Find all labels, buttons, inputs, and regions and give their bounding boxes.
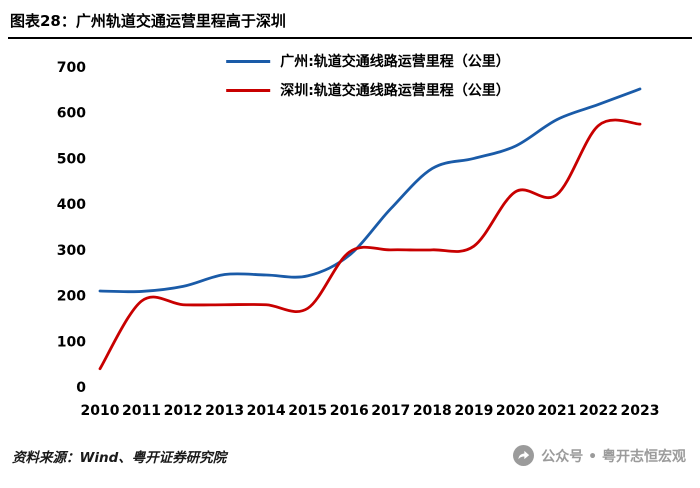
x-tick-label: 2022 [579, 403, 618, 419]
x-tick-label: 2015 [288, 403, 327, 419]
y-tick-label: 700 [57, 60, 86, 76]
legend-item-shenzhen: 深圳:轨道交通线路运营里程（公里） [226, 80, 510, 100]
figure-title-text: 图表28：广州轨道交通运营里程高于深圳 [10, 12, 286, 30]
y-tick-label: 600 [57, 106, 86, 122]
title-divider [8, 37, 692, 39]
x-tick-label: 2018 [413, 403, 452, 419]
y-tick-label: 400 [57, 197, 86, 213]
x-tick-label: 2016 [330, 403, 369, 419]
legend-label-shenzhen: 深圳:轨道交通线路运营里程（公里） [280, 83, 510, 99]
x-tick-label: 2013 [205, 403, 244, 419]
guangzhou-line-swatch [226, 59, 271, 63]
share-icon [513, 445, 535, 466]
x-tick-label: 2023 [621, 403, 660, 419]
series-line-shenzhen [98, 118, 642, 371]
wechat-account-label: 公众号 • 粤开志恒宏观 [541, 448, 686, 465]
x-tick-label: 2020 [496, 403, 535, 419]
figure-footer: 资料来源：Wind、粤开证券研究院 公众号 • 粤开志恒宏观 [0, 433, 700, 466]
x-tick-label: 2014 [247, 403, 286, 419]
x-tick-label: 2012 [164, 403, 203, 419]
y-tick-label: 300 [57, 243, 86, 259]
x-tick-label: 2011 [122, 403, 161, 419]
y-tick-label: 100 [57, 334, 86, 350]
x-tick-label: 2021 [537, 403, 576, 419]
chart-legend: 广州:轨道交通线路运营里程（公里） 深圳:轨道交通线路运营里程（公里） [226, 51, 510, 100]
x-tick-label: 2019 [454, 403, 493, 419]
line-chart: 0 100 200 300 400 500 600 700 2010 2011 2012 2013 20… [0, 43, 700, 433]
x-tick-label: 2017 [371, 403, 410, 419]
legend-label-guangzhou: 广州:轨道交通线路运营里程（公里） [280, 54, 510, 70]
y-tick-label: 500 [57, 151, 86, 167]
series-line-guangzhou [98, 87, 642, 294]
page-title: 图表28：广州轨道交通运营里程高于深圳 [0, 0, 700, 37]
data-source-note: 资料来源：Wind、粤开证券研究院 [12, 449, 227, 466]
x-tick-label: 2010 [81, 403, 120, 419]
y-tick-label: 200 [57, 289, 86, 305]
wechat-branding: 公众号 • 粤开志恒宏观 [513, 445, 686, 466]
y-tick-label: 0 [76, 380, 86, 396]
shenzhen-line-swatch [226, 88, 271, 92]
legend-item-guangzhou: 广州:轨道交通线路运营里程（公里） [226, 51, 510, 71]
